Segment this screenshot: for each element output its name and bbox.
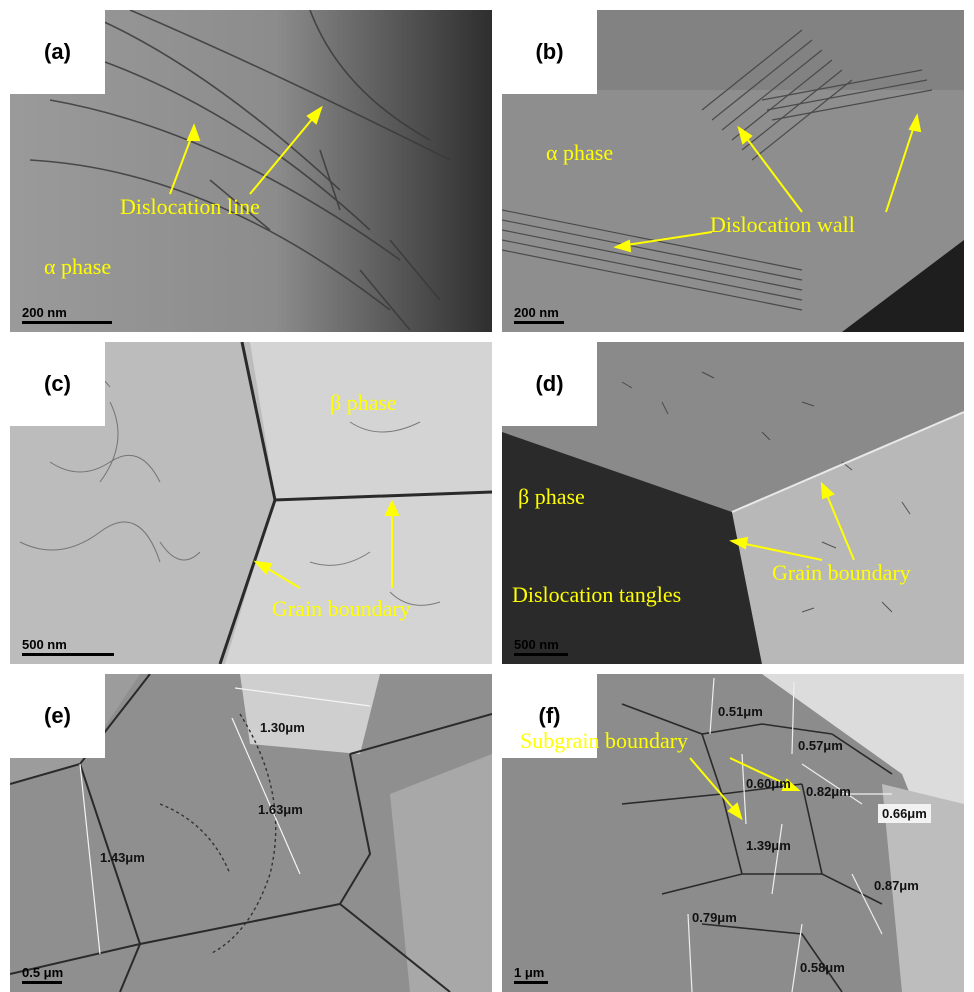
alpha-phase-label: α phase: [546, 140, 614, 165]
panel-label: (e): [10, 674, 105, 758]
scale-bar: 1 μm: [514, 965, 548, 984]
panel-d: (d) β phase Dislocation tangles Grain bo…: [502, 342, 964, 664]
alpha-phase-label: α phase: [44, 254, 112, 279]
arrows-c: [253, 499, 400, 589]
measurement-label: 0.87μm: [874, 878, 919, 893]
measurement-label: 0.79μm: [692, 910, 737, 925]
arrows-a: [169, 105, 323, 195]
measurement-label: 0.66μm: [878, 804, 931, 823]
measurement-label: 0.57μm: [798, 738, 843, 753]
measurement-label: 1.43μm: [100, 850, 145, 865]
arrows-f: [689, 757, 801, 821]
grain-boundary-label: Grain boundary: [772, 560, 911, 585]
measurement-label: 0.82μm: [806, 784, 851, 799]
scale-bar: 200 nm: [22, 305, 112, 324]
panel-e: (e) 1.30μm 1.63μm 1.43μm 0.5 μm: [10, 674, 492, 992]
dislocation-wall-label: Dislocation wall: [710, 212, 855, 237]
scale-bar: 0.5 μm: [22, 965, 63, 984]
measurement-label: 1.63μm: [258, 802, 303, 817]
scale-bar: 500 nm: [22, 637, 114, 656]
panel-b: (b) α phase Dislocation wall 200 nm: [502, 10, 964, 332]
beta-phase-label: β phase: [330, 390, 397, 415]
panel-a: (a) Dislocation line α phase 200 nm: [10, 10, 492, 332]
measurement-label: 0.51μm: [718, 704, 763, 719]
micrograph-d: [502, 342, 964, 664]
panel-label: (a): [10, 10, 105, 94]
subgrain-boundary-label: Subgrain boundary: [520, 728, 689, 753]
measurement-label: 0.60μm: [746, 776, 791, 791]
measurement-label: 1.39μm: [746, 838, 791, 853]
scale-bar: 200 nm: [514, 305, 564, 324]
measurement-label: 1.30μm: [260, 720, 305, 735]
arrows-b: [613, 113, 922, 253]
arrows-d: [729, 481, 855, 561]
measurement-label: 0.58μm: [800, 960, 845, 975]
beta-phase-label: β phase: [518, 484, 585, 509]
scale-bar: 500 nm: [514, 637, 568, 656]
panel-f: (f) Subgrain boundary 0.51μm 0.57μm 0.60…: [502, 674, 964, 992]
grain-boundary-label: Grain boundary: [272, 596, 411, 621]
dislocation-tangles-label: Dislocation tangles: [512, 582, 682, 607]
dislocation-line-label: Dislocation line: [120, 194, 260, 219]
panel-c: (c) β phase Grain boundary 500 nm: [10, 342, 492, 664]
panel-label: (b): [502, 10, 597, 94]
panel-label: (f): [502, 674, 597, 758]
panel-label: (c): [10, 342, 105, 426]
panel-label: (d): [502, 342, 597, 426]
